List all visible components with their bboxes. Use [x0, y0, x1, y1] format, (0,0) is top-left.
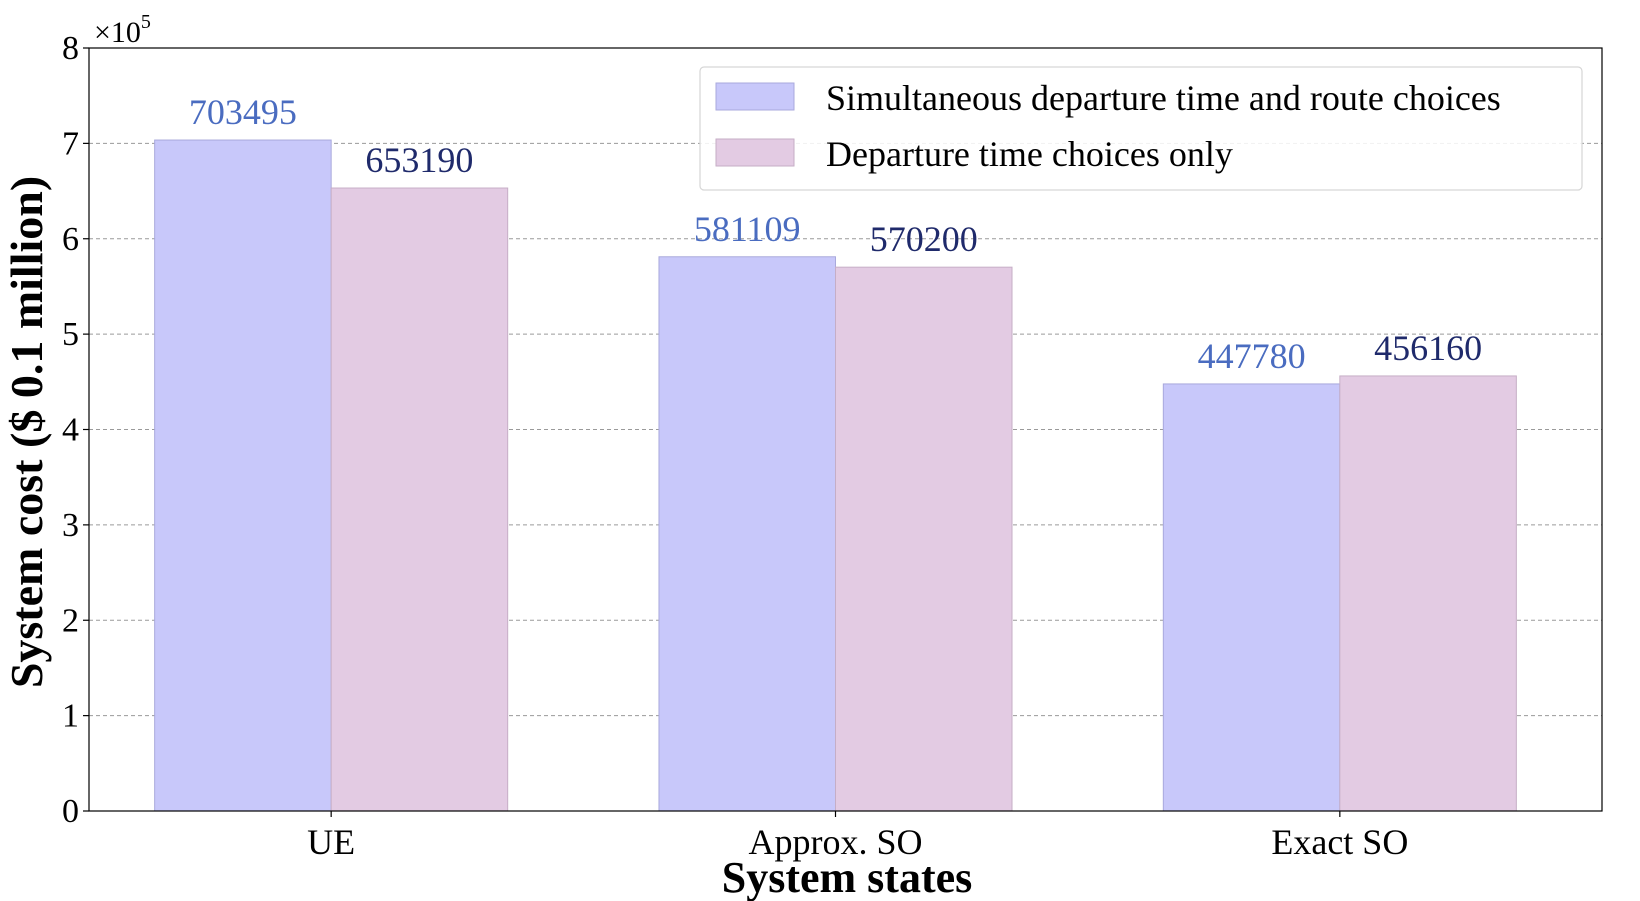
- data-label-1-2: 456160: [1374, 328, 1482, 368]
- data-label-1-0: 653190: [365, 140, 473, 180]
- y-tick-label-3: 3: [62, 507, 79, 544]
- bar-0-0: [154, 139, 332, 812]
- data-label-0-2: 447780: [1198, 336, 1306, 376]
- y-multiplier: ×105: [94, 11, 151, 49]
- y-axis-label: System cost ($ 0.1 million): [1, 176, 52, 688]
- x-tick-label-1: Approx. SO: [748, 822, 922, 862]
- y-multiplier-exponent: 5: [141, 11, 151, 33]
- bar-1-1: [835, 266, 1013, 812]
- y-tick-label-0: 0: [62, 793, 79, 830]
- y-axis-ticks: 0 1 2 3 4 5 6 7 8: [62, 30, 89, 830]
- legend: Simultaneous departure time and route ch…: [699, 66, 1583, 191]
- bar-0-2: [1162, 383, 1341, 812]
- y-tick-label-1: 1: [62, 698, 79, 735]
- x-axis-ticks: UE Approx. SO Exact SO: [307, 811, 1408, 862]
- x-tick-label-0: UE: [307, 822, 355, 862]
- data-labels: 703495 653190 581109 570200 447780 456160: [189, 92, 1482, 376]
- bar-0-1: [658, 256, 836, 812]
- x-tick-label-2: Exact SO: [1271, 822, 1408, 862]
- data-label-1-1: 570200: [870, 219, 978, 259]
- y-tick-label-2: 2: [62, 602, 79, 639]
- legend-frame: [699, 66, 1583, 191]
- x-axis-label: System states: [722, 853, 973, 901]
- y-tick-label-4: 4: [62, 412, 79, 449]
- data-label-0-0: 703495: [189, 92, 297, 132]
- data-label-0-1: 581109: [694, 209, 801, 249]
- y-tick-label-5: 5: [62, 316, 79, 353]
- y-tick-label-8: 8: [62, 30, 79, 67]
- legend-label-simultaneous: Simultaneous departure time and route ch…: [826, 78, 1501, 118]
- legend-label-departure-only: Departure time choices only: [826, 134, 1233, 174]
- bar-1-0: [330, 187, 509, 812]
- bars: [154, 139, 1517, 812]
- y-tick-label-6: 6: [62, 221, 79, 258]
- y-tick-label-7: 7: [62, 125, 79, 162]
- bar-1-2: [1339, 375, 1517, 812]
- legend-swatch-departure-only: [715, 138, 795, 167]
- legend-swatch-simultaneous: [715, 82, 795, 111]
